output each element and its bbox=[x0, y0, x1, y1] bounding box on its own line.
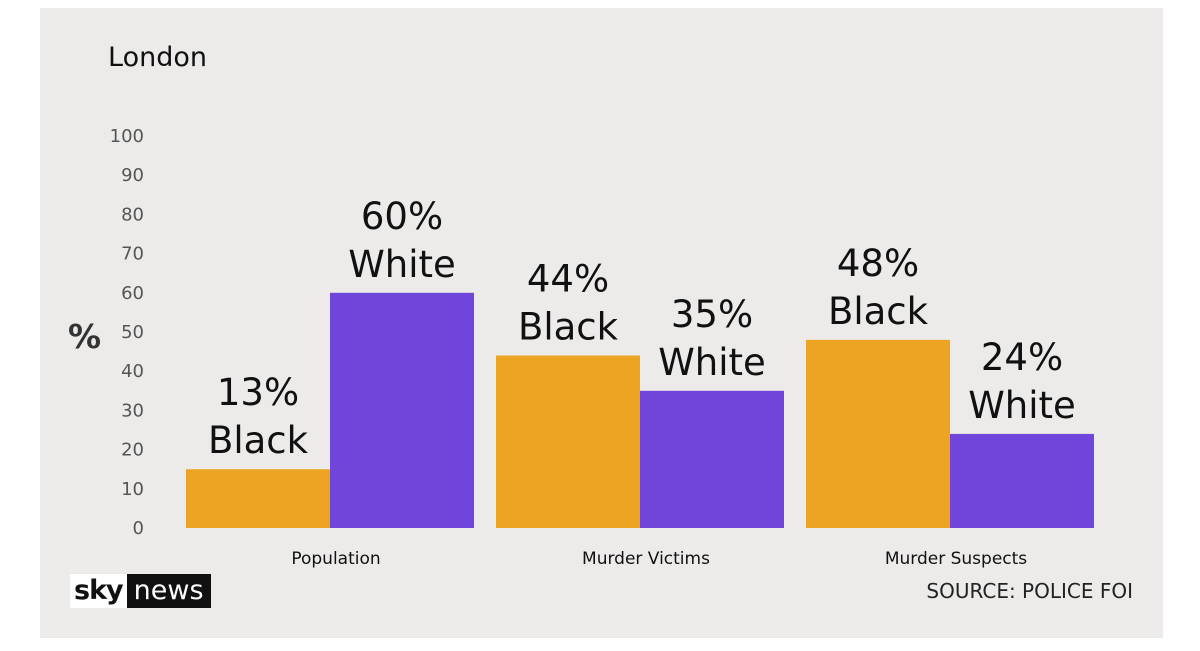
bar-chart: 0 10 20 30 40 50 60 70 80 90 100 13% Black 60% White Po… bbox=[110, 126, 1094, 569]
y-tick-label: 60 bbox=[121, 283, 144, 304]
chart-title: London bbox=[108, 42, 207, 73]
y-tick-label: 20 bbox=[121, 440, 144, 461]
bar-value-label: 24% bbox=[981, 336, 1063, 379]
bar-value-label: White bbox=[658, 341, 766, 384]
y-tick-label: 80 bbox=[121, 204, 144, 225]
y-tick-label: 10 bbox=[121, 479, 144, 500]
y-tick-label: 50 bbox=[121, 322, 144, 343]
bar-value-label: Black bbox=[518, 306, 619, 349]
y-tick-label: 30 bbox=[121, 400, 144, 421]
bar-white-murder-victims bbox=[640, 390, 784, 528]
bar-value-label: White bbox=[348, 243, 456, 286]
y-tick-label: 90 bbox=[121, 165, 144, 186]
bar-white-murder-suspects bbox=[950, 433, 1094, 528]
x-category-label: Population bbox=[291, 549, 380, 569]
bar-value-label: 35% bbox=[671, 293, 753, 336]
y-tick-label: 0 bbox=[133, 518, 144, 539]
logo-sky-text: sky bbox=[70, 574, 127, 608]
bar-value-label: Black bbox=[208, 419, 309, 462]
bar-black-population bbox=[186, 469, 330, 528]
bar-value-label: Black bbox=[828, 290, 929, 333]
bar-black-murder-suspects bbox=[806, 339, 950, 528]
y-tick-label: 70 bbox=[121, 244, 144, 265]
logo-news-text: news bbox=[126, 574, 211, 608]
y-axis-label: % bbox=[68, 317, 102, 356]
bar-value-label: 48% bbox=[837, 242, 919, 285]
x-category-label: Murder Victims bbox=[582, 549, 710, 569]
x-category-label: Murder Suspects bbox=[885, 549, 1027, 569]
bar-white-population bbox=[330, 292, 474, 528]
y-tick-label: 100 bbox=[110, 126, 144, 147]
y-tick-label: 40 bbox=[121, 361, 144, 382]
sky-news-logo: sky news bbox=[70, 574, 211, 608]
source-note: SOURCE: POLICE FOI bbox=[926, 579, 1133, 603]
chart-panel: London % 0 10 20 30 40 50 60 70 80 90 100 13% Black 6… bbox=[40, 8, 1163, 638]
bar-value-label: 44% bbox=[527, 258, 609, 301]
bar-black-murder-victims bbox=[496, 355, 640, 528]
bar-value-label: White bbox=[968, 384, 1076, 427]
bar-value-label: 13% bbox=[217, 371, 299, 414]
bar-value-label: 60% bbox=[361, 195, 443, 238]
